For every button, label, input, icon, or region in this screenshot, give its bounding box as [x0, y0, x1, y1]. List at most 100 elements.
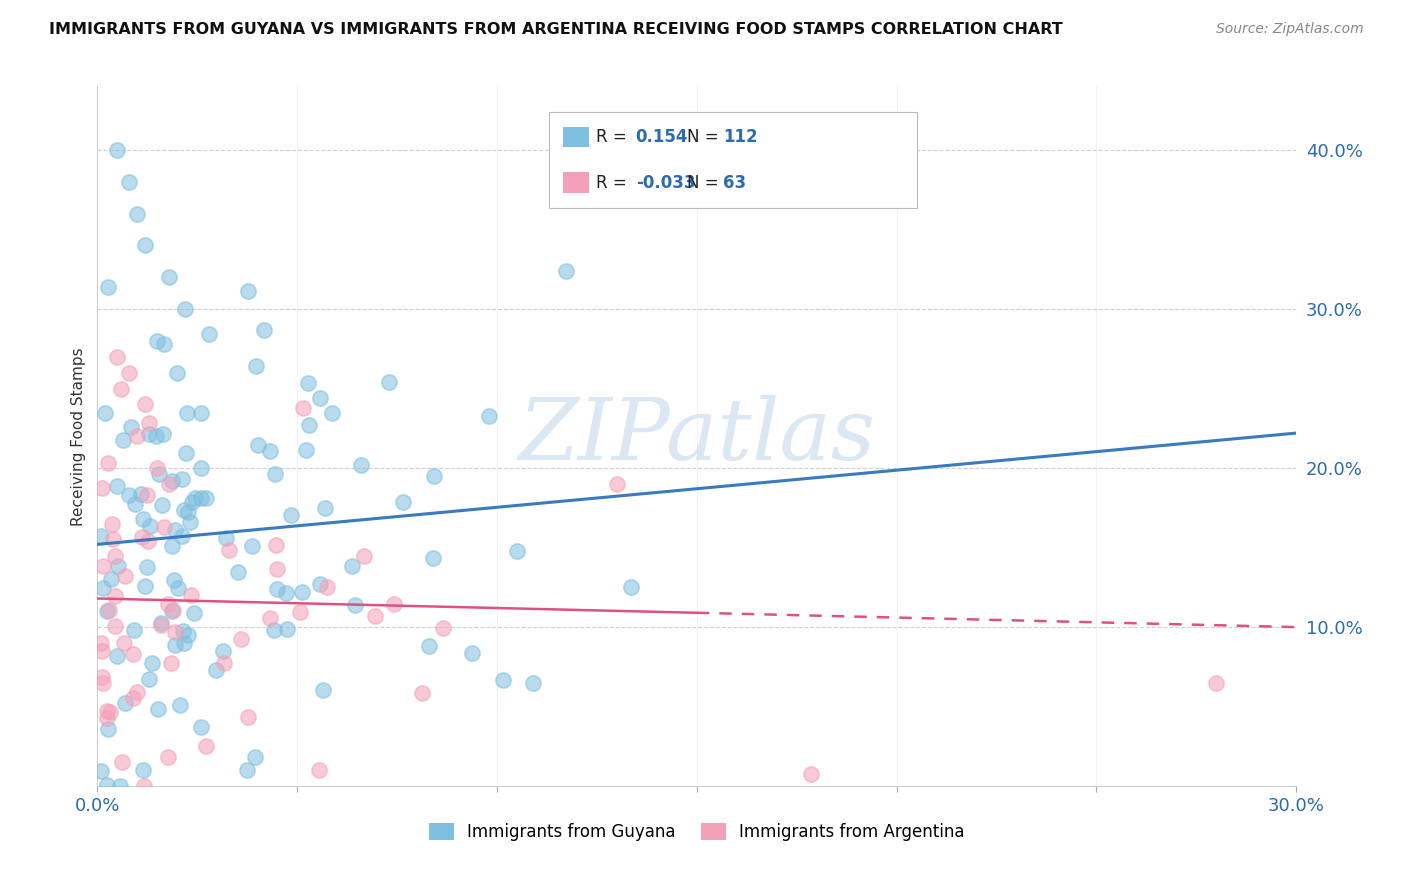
Point [506, 544, 529, 558]
Point [298, 417, 321, 432]
Point [478, 409, 501, 424]
Point [321, 407, 343, 421]
Point [157, 750, 180, 764]
Point [173, 503, 195, 517]
Point [291, 401, 314, 415]
Point [91, 670, 114, 684]
Point [93, 559, 115, 574]
Point [90, 644, 112, 658]
Point [97, 722, 120, 736]
Point [94, 406, 117, 420]
Point [180, 494, 202, 508]
Point [263, 623, 285, 637]
Point [432, 621, 454, 635]
Point [153, 336, 176, 351]
Point [118, 175, 141, 189]
Point [160, 604, 183, 618]
Point [163, 573, 186, 587]
Text: R =: R = [596, 128, 633, 146]
Point [127, 206, 149, 220]
Point [180, 588, 202, 602]
Point [131, 512, 153, 526]
Point [96, 604, 118, 618]
Point [104, 619, 127, 633]
Point [127, 429, 149, 443]
Text: Source: ZipAtlas.com: Source: ZipAtlas.com [1216, 22, 1364, 37]
Point [183, 491, 205, 505]
Point [131, 530, 153, 544]
Point [418, 639, 440, 653]
Point [141, 656, 163, 670]
Point [114, 696, 136, 710]
Point [138, 672, 160, 686]
Point [350, 458, 373, 472]
Point [120, 420, 142, 434]
Point [162, 602, 184, 616]
Point [240, 539, 263, 553]
Point [101, 516, 124, 531]
Point [259, 443, 281, 458]
Point [280, 508, 302, 523]
Point [110, 755, 132, 769]
Point [145, 429, 167, 443]
Point [264, 467, 287, 482]
Point [110, 382, 132, 396]
Point [156, 597, 179, 611]
Point [134, 779, 156, 793]
Point [190, 491, 212, 505]
Point [177, 505, 200, 519]
Point [121, 691, 143, 706]
Point [522, 676, 544, 690]
Point [183, 606, 205, 620]
Point [136, 533, 159, 548]
Text: N =: N = [688, 174, 724, 192]
Point [190, 406, 212, 420]
Point [167, 581, 190, 595]
Point [136, 559, 159, 574]
Text: N =: N = [688, 128, 724, 146]
Point [174, 301, 197, 316]
Point [236, 709, 259, 723]
Point [295, 442, 318, 457]
Point [264, 538, 287, 552]
Point [163, 624, 186, 639]
Point [165, 523, 187, 537]
Point [104, 589, 127, 603]
Point [245, 359, 267, 373]
Legend: Immigrants from Guyana, Immigrants from Argentina: Immigrants from Guyana, Immigrants from … [422, 816, 972, 847]
Point [253, 323, 276, 337]
Point [129, 487, 152, 501]
Point [103, 532, 125, 546]
Point [157, 270, 180, 285]
Point [620, 580, 643, 594]
Text: ZIPatlas: ZIPatlas [519, 395, 876, 477]
Point [148, 467, 170, 481]
Point [461, 646, 484, 660]
Point [91, 676, 114, 690]
Point [108, 779, 131, 793]
Point [97, 603, 120, 617]
Point [105, 143, 128, 157]
Point [165, 639, 187, 653]
Point [174, 445, 197, 459]
Point [98, 706, 121, 720]
Y-axis label: Receiving Food Stamps: Receiving Food Stamps [72, 347, 86, 525]
Point [343, 599, 366, 613]
Point [212, 657, 235, 671]
Point [157, 477, 180, 491]
Point [96, 704, 118, 718]
Point [153, 520, 176, 534]
Point [90, 529, 112, 543]
Point [291, 584, 314, 599]
Point [800, 767, 823, 781]
Point [422, 468, 444, 483]
Point [212, 644, 235, 658]
Point [314, 500, 336, 515]
Point [422, 550, 444, 565]
Point [1205, 675, 1227, 690]
Point [121, 647, 143, 661]
Point [226, 565, 249, 579]
Point [91, 481, 114, 495]
Text: 0.154: 0.154 [636, 128, 688, 146]
Point [259, 611, 281, 625]
